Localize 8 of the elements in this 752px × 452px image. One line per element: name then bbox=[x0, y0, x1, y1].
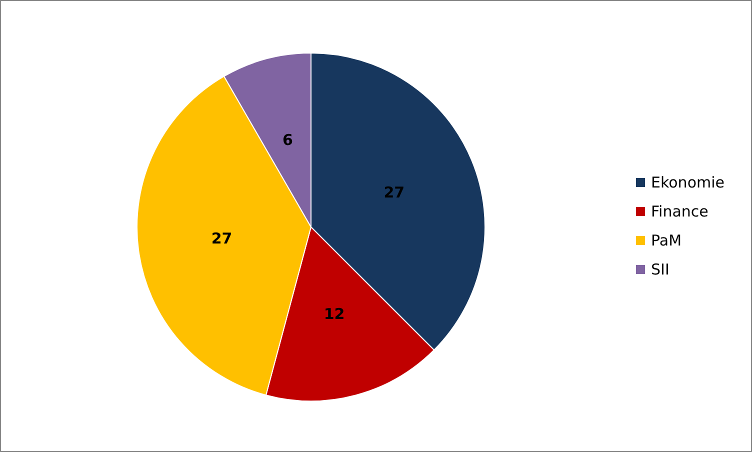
data-label: 27 bbox=[211, 230, 232, 248]
legend-label: Ekonomie bbox=[651, 174, 724, 192]
data-label: 27 bbox=[384, 184, 405, 202]
data-label: 6 bbox=[282, 131, 293, 150]
legend-label: Finance bbox=[651, 202, 708, 220]
data-label: 12 bbox=[324, 304, 345, 323]
legend-label: PaM bbox=[651, 232, 682, 250]
legend-label: SII bbox=[651, 260, 670, 278]
